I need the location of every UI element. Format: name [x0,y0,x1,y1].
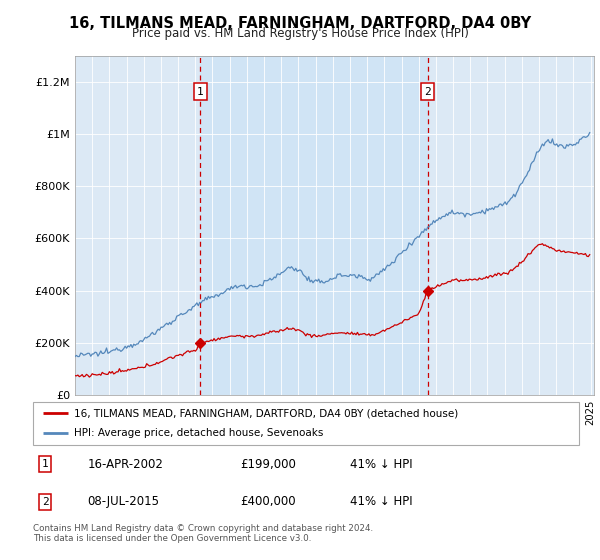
Text: £400,000: £400,000 [241,496,296,508]
Text: 16, TILMANS MEAD, FARNINGHAM, DARTFORD, DA4 0BY: 16, TILMANS MEAD, FARNINGHAM, DARTFORD, … [69,16,531,31]
Text: HPI: Average price, detached house, Sevenoaks: HPI: Average price, detached house, Seve… [74,428,323,438]
Text: 41% ↓ HPI: 41% ↓ HPI [350,496,412,508]
Text: 16-APR-2002: 16-APR-2002 [88,458,163,470]
Text: £199,000: £199,000 [241,458,296,470]
Text: 1: 1 [197,87,203,96]
Text: 16, TILMANS MEAD, FARNINGHAM, DARTFORD, DA4 0BY (detached house): 16, TILMANS MEAD, FARNINGHAM, DARTFORD, … [74,408,458,418]
Bar [200,56,428,395]
Text: 41% ↓ HPI: 41% ↓ HPI [350,458,412,470]
Text: 2: 2 [424,87,431,96]
Text: 1: 1 [41,459,49,469]
FancyBboxPatch shape [33,402,579,445]
Text: Contains HM Land Registry data © Crown copyright and database right 2024.
This d: Contains HM Land Registry data © Crown c… [33,524,373,543]
Text: 2: 2 [41,497,49,507]
Text: 08-JUL-2015: 08-JUL-2015 [88,496,160,508]
Text: Price paid vs. HM Land Registry's House Price Index (HPI): Price paid vs. HM Land Registry's House … [131,27,469,40]
